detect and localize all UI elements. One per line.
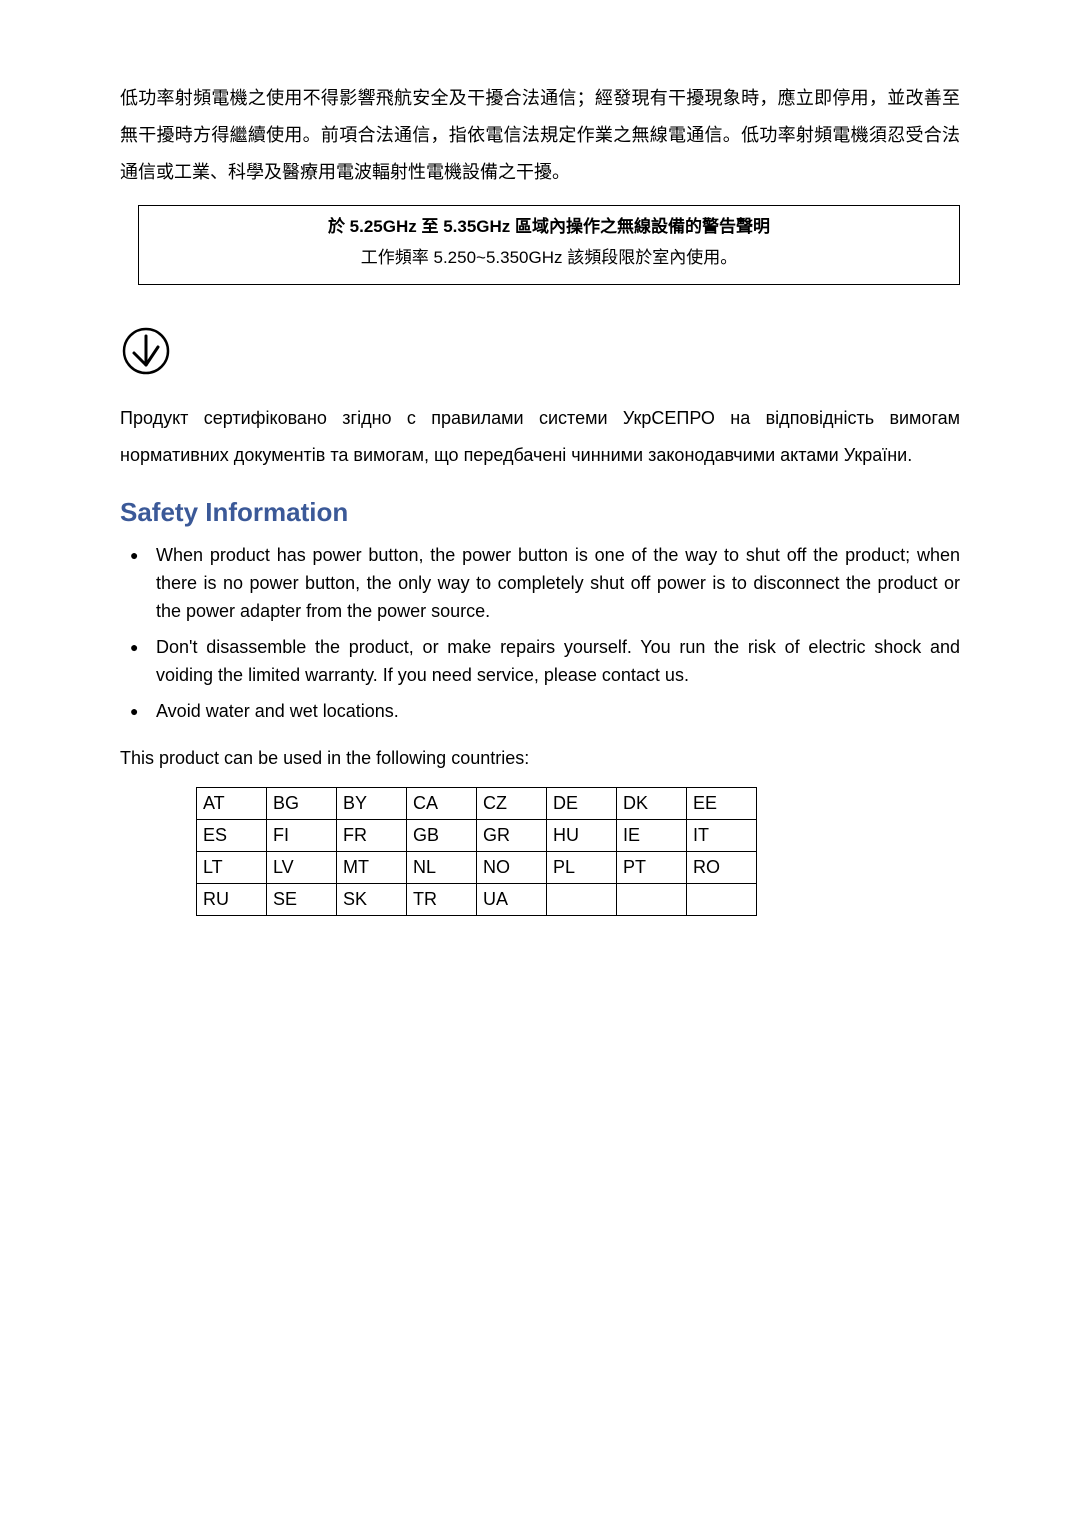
country-cell: HU [547, 819, 617, 851]
country-cell [547, 883, 617, 915]
table-row: LT LV MT NL NO PL PT RO [197, 851, 757, 883]
country-cell: RO [687, 851, 757, 883]
safety-list: When product has power button, the power… [120, 542, 960, 725]
country-cell: CZ [477, 787, 547, 819]
country-cell: SE [267, 883, 337, 915]
country-cell: RU [197, 883, 267, 915]
table-row: AT BG BY CA CZ DE DK EE [197, 787, 757, 819]
country-cell: EE [687, 787, 757, 819]
country-cell: DK [617, 787, 687, 819]
country-cell: MT [337, 851, 407, 883]
country-cell: LV [267, 851, 337, 883]
country-cell: GB [407, 819, 477, 851]
table-row: ES FI FR GB GR HU IE IT [197, 819, 757, 851]
country-cell: FI [267, 819, 337, 851]
paragraph-chinese: 低功率射頻電機之使用不得影響飛航安全及干擾合法通信；經發現有干擾現象時，應立即停… [120, 80, 960, 191]
country-cell: LT [197, 851, 267, 883]
country-cell: GR [477, 819, 547, 851]
safety-item: When product has power button, the power… [120, 542, 960, 626]
paragraph-ukrainian: Продукт сертифіковано згідно с правилами… [120, 400, 960, 474]
table-row: RU SE SK TR UA [197, 883, 757, 915]
country-cell: BY [337, 787, 407, 819]
safety-item: Avoid water and wet locations. [120, 698, 960, 726]
country-table: AT BG BY CA CZ DE DK EE ES FI FR GB GR H… [196, 787, 757, 916]
country-cell: IE [617, 819, 687, 851]
country-cell: DE [547, 787, 617, 819]
country-cell: IT [687, 819, 757, 851]
country-cell: AT [197, 787, 267, 819]
country-cell: NL [407, 851, 477, 883]
country-intro: This product can be used in the followin… [120, 748, 960, 769]
country-cell: PT [617, 851, 687, 883]
cert-logo-icon [120, 325, 960, 382]
country-cell [617, 883, 687, 915]
country-cell: ES [197, 819, 267, 851]
warning-body: 工作頻率 5.250~5.350GHz 該頻段限於室內使用。 [139, 239, 959, 284]
safety-item: Don't disassemble the product, or make r… [120, 634, 960, 690]
country-cell: SK [337, 883, 407, 915]
country-cell: UA [477, 883, 547, 915]
warning-title: 於 5.25GHz 至 5.35GHz 區域內操作之無線設備的警告聲明 [139, 206, 959, 239]
country-cell: FR [337, 819, 407, 851]
warning-box: 於 5.25GHz 至 5.35GHz 區域內操作之無線設備的警告聲明 工作頻率… [138, 205, 960, 285]
country-cell: BG [267, 787, 337, 819]
country-cell [687, 883, 757, 915]
country-cell: PL [547, 851, 617, 883]
safety-heading: Safety Information [120, 497, 960, 528]
country-cell: TR [407, 883, 477, 915]
country-cell: NO [477, 851, 547, 883]
country-cell: CA [407, 787, 477, 819]
